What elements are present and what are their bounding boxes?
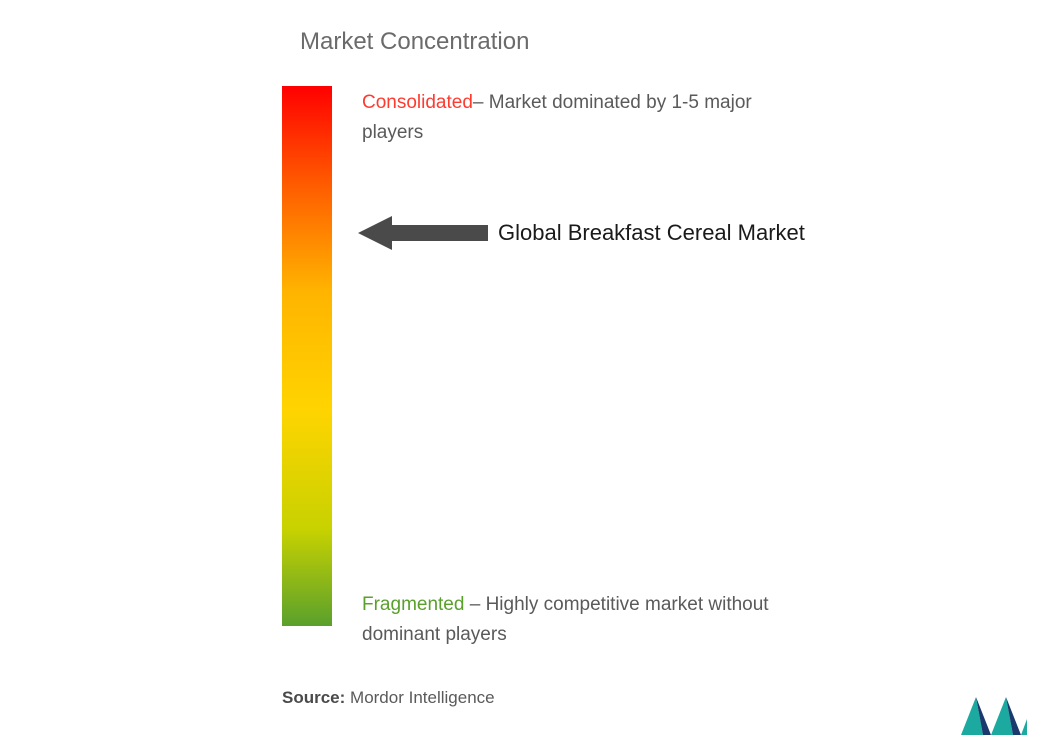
mordor-logo-icon [959, 691, 1029, 737]
concentration-gradient-bar [282, 86, 332, 626]
source-value: Mordor Intelligence [350, 688, 495, 707]
fragmented-label: Fragmented – Highly competitive market w… [362, 590, 842, 651]
indicator-label: Global Breakfast Cereal Market [498, 220, 805, 246]
market-indicator: Global Breakfast Cereal Market [358, 216, 805, 250]
source-line: Source: Mordor Intelligence [282, 688, 495, 708]
consolidated-highlight: Consolidated [362, 92, 473, 113]
chart-title: Market Concentration [300, 28, 529, 56]
source-label: Source: [282, 688, 345, 707]
fragmented-highlight: Fragmented [362, 594, 464, 615]
consolidated-label: Consolidated– Market dominated by 1-5 ma… [362, 88, 782, 149]
arrow-left-icon [358, 216, 488, 250]
